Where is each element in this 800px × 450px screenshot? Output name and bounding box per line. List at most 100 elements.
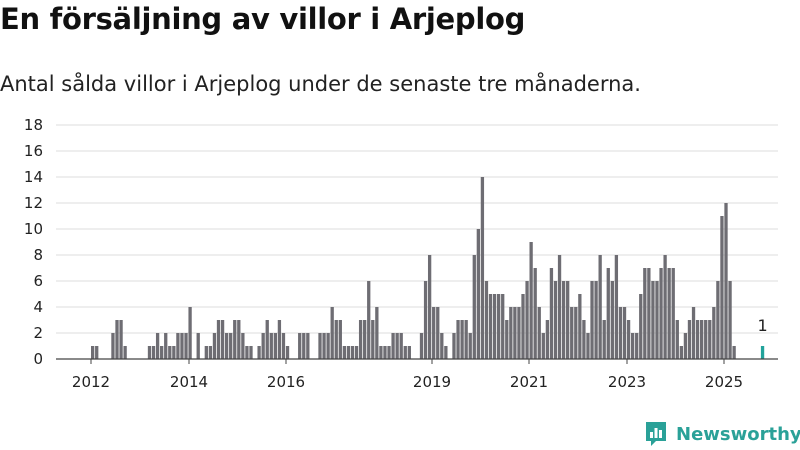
bar [720, 216, 724, 359]
bar [574, 307, 578, 359]
bar [399, 333, 403, 359]
newsworthy-logo-text: Newsworthy [676, 423, 800, 445]
bar [671, 268, 675, 359]
bar [663, 255, 667, 359]
bar [237, 320, 241, 359]
bar [432, 307, 436, 359]
y-tick-label: 16 [24, 142, 43, 160]
bar [285, 346, 290, 359]
bar [618, 307, 623, 359]
highlight-bar [760, 346, 765, 359]
newsworthy-logo: Newsworthy [644, 419, 800, 449]
bar [208, 346, 213, 359]
bar [484, 281, 489, 359]
bar [322, 333, 326, 359]
bar [561, 281, 566, 359]
bar [176, 333, 180, 359]
bar [626, 320, 631, 359]
bar [383, 346, 387, 359]
bar [123, 346, 127, 359]
bar [204, 346, 208, 359]
bar [708, 320, 712, 359]
bar [724, 203, 728, 359]
bar [265, 320, 269, 359]
bar [476, 229, 480, 359]
bar [582, 320, 586, 359]
bar [423, 281, 428, 359]
bar [257, 346, 261, 359]
y-tick-label: 18 [24, 116, 43, 134]
bar [318, 333, 322, 359]
bar [488, 294, 493, 359]
bar [391, 333, 395, 359]
bar [541, 333, 545, 359]
bar [147, 346, 152, 359]
bar [342, 346, 347, 359]
bar [610, 281, 614, 359]
bar [643, 268, 647, 359]
y-tick-label: 8 [33, 246, 43, 264]
y-tick-label: 14 [24, 168, 43, 186]
chart-subtitle: Antal sålda villor i Arjeplog under de s… [0, 72, 641, 96]
bar [468, 333, 472, 359]
bar [111, 333, 115, 359]
bar [456, 320, 460, 359]
bar [695, 320, 700, 359]
bar [229, 333, 233, 359]
bar [115, 320, 119, 359]
bar [687, 320, 692, 359]
bar [700, 320, 704, 359]
bar [160, 346, 164, 359]
bar [168, 346, 172, 359]
bar [553, 281, 558, 359]
bar [525, 281, 529, 359]
bar [358, 320, 363, 359]
y-tick-label: 12 [24, 194, 43, 212]
bar [716, 281, 720, 359]
bar [407, 346, 411, 359]
bar [371, 320, 375, 359]
y-tick-label: 2 [33, 324, 43, 342]
bar [119, 320, 123, 359]
bar [655, 281, 659, 359]
bar [464, 320, 468, 359]
bar [578, 294, 582, 359]
bar-chart: 0 2 4 6 8 10 12 14 16 18 1 2012 2014 2016 2019 2021 2023… [24, 116, 778, 391]
bar [712, 307, 716, 359]
x-tick-label: 2014 [170, 373, 208, 391]
bar [497, 294, 501, 359]
bar [691, 307, 696, 359]
bar [241, 333, 245, 359]
bar [338, 320, 342, 359]
bar [732, 346, 736, 359]
bar [647, 268, 651, 359]
bar [261, 333, 265, 359]
bar [545, 320, 550, 359]
bar [639, 294, 643, 359]
chart-title: En försäljning av villor i Arjeplog [0, 2, 526, 36]
bar [269, 333, 273, 359]
bar [452, 333, 456, 359]
bar [164, 333, 168, 359]
bar [395, 333, 399, 359]
bar [350, 346, 355, 359]
bar [557, 255, 562, 359]
bar [220, 320, 225, 359]
bar [155, 333, 160, 359]
bar [509, 307, 513, 359]
bar [480, 177, 485, 359]
bar [196, 333, 200, 359]
bar [630, 333, 635, 359]
x-tick-label: 2019 [413, 373, 451, 391]
x-tick-label: 2021 [510, 373, 548, 391]
data-label: 1 [757, 316, 767, 335]
bar [363, 320, 367, 359]
newsworthy-logo-icon [646, 422, 666, 446]
bar [549, 268, 554, 359]
bar [233, 320, 237, 359]
bar [298, 333, 302, 359]
bar [277, 320, 282, 359]
bar [635, 333, 639, 359]
bar [273, 333, 277, 359]
bar [517, 307, 521, 359]
